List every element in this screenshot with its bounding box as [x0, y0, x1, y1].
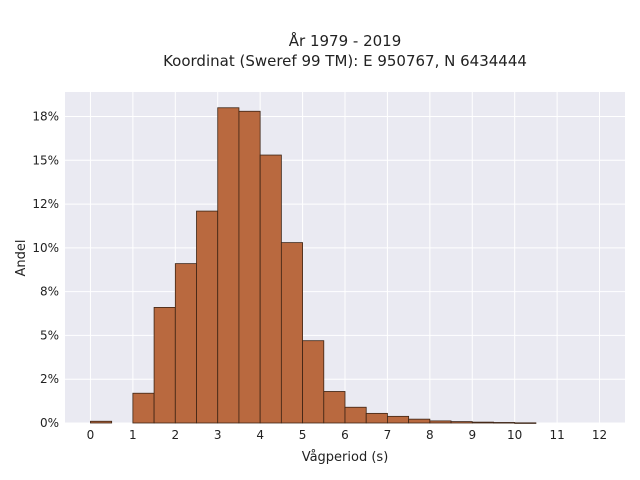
histogram-bar-6 [217, 107, 240, 424]
histogram-bar-0 [90, 420, 113, 424]
x-tick-label-10: 10 [507, 428, 522, 442]
x-axis-ticks: 0 1 2 3 4 5 6 7 8 9 10 11 12 [87, 428, 608, 442]
histogram-bar-20 [514, 422, 537, 424]
histogram-bar-13 [365, 412, 388, 424]
histogram-bar-4 [174, 263, 197, 424]
x-axis-label: Vågperiod (s) [302, 450, 389, 465]
y-tick-label-2: 5% [40, 328, 59, 342]
histogram-bar-14 [387, 415, 410, 424]
histogram-bar-19 [493, 422, 516, 424]
y-tick-label-4: 10% [32, 241, 59, 255]
x-tick-label-0: 0 [87, 428, 95, 442]
histogram-bar-8 [259, 154, 282, 424]
histogram-bar-7 [238, 110, 261, 424]
histogram-bar-11 [323, 391, 346, 424]
y-tick-label-3: 8% [40, 285, 59, 299]
y-tick-label-5: 12% [32, 197, 59, 211]
histogram-bar-17 [450, 421, 473, 424]
chart-title-line-1: År 1979 - 2019 [289, 31, 402, 50]
x-tick-label-1: 1 [129, 428, 137, 442]
histogram-bar-3 [153, 307, 176, 424]
histogram-bar-9 [280, 242, 303, 424]
x-tick-label-8: 8 [426, 428, 434, 442]
y-axis-ticks: 0% 2% 5% 8% 10% 12% 15% 18% [32, 110, 59, 430]
x-tick-label-6: 6 [341, 428, 349, 442]
y-tick-label-7: 18% [32, 110, 59, 124]
histogram-bar-2 [132, 392, 155, 424]
histogram-bar-12 [344, 406, 367, 424]
y-tick-label-1: 2% [40, 372, 59, 386]
histogram-bar-10 [302, 340, 325, 424]
x-tick-label-7: 7 [384, 428, 392, 442]
y-tick-label-6: 15% [32, 153, 59, 167]
grid-lines [65, 92, 625, 424]
histogram-bar-5 [196, 210, 219, 424]
x-tick-label-2: 2 [171, 428, 179, 442]
y-axis-label: Andel [14, 240, 29, 277]
x-tick-label-12: 12 [592, 428, 607, 442]
x-tick-label-4: 4 [256, 428, 264, 442]
x-tick-label-5: 5 [299, 428, 307, 442]
histogram-bar-18 [471, 421, 494, 424]
x-tick-label-11: 11 [549, 428, 564, 442]
bars-group [90, 107, 537, 424]
histogram-bar-16 [429, 420, 452, 424]
x-tick-label-3: 3 [214, 428, 222, 442]
histogram-bar-15 [408, 418, 431, 424]
chart-title-line-2: Koordinat (Sweref 99 TM): E 950767, N 64… [163, 52, 527, 70]
x-tick-label-9: 9 [468, 428, 476, 442]
y-tick-label-0: 0% [40, 416, 59, 430]
